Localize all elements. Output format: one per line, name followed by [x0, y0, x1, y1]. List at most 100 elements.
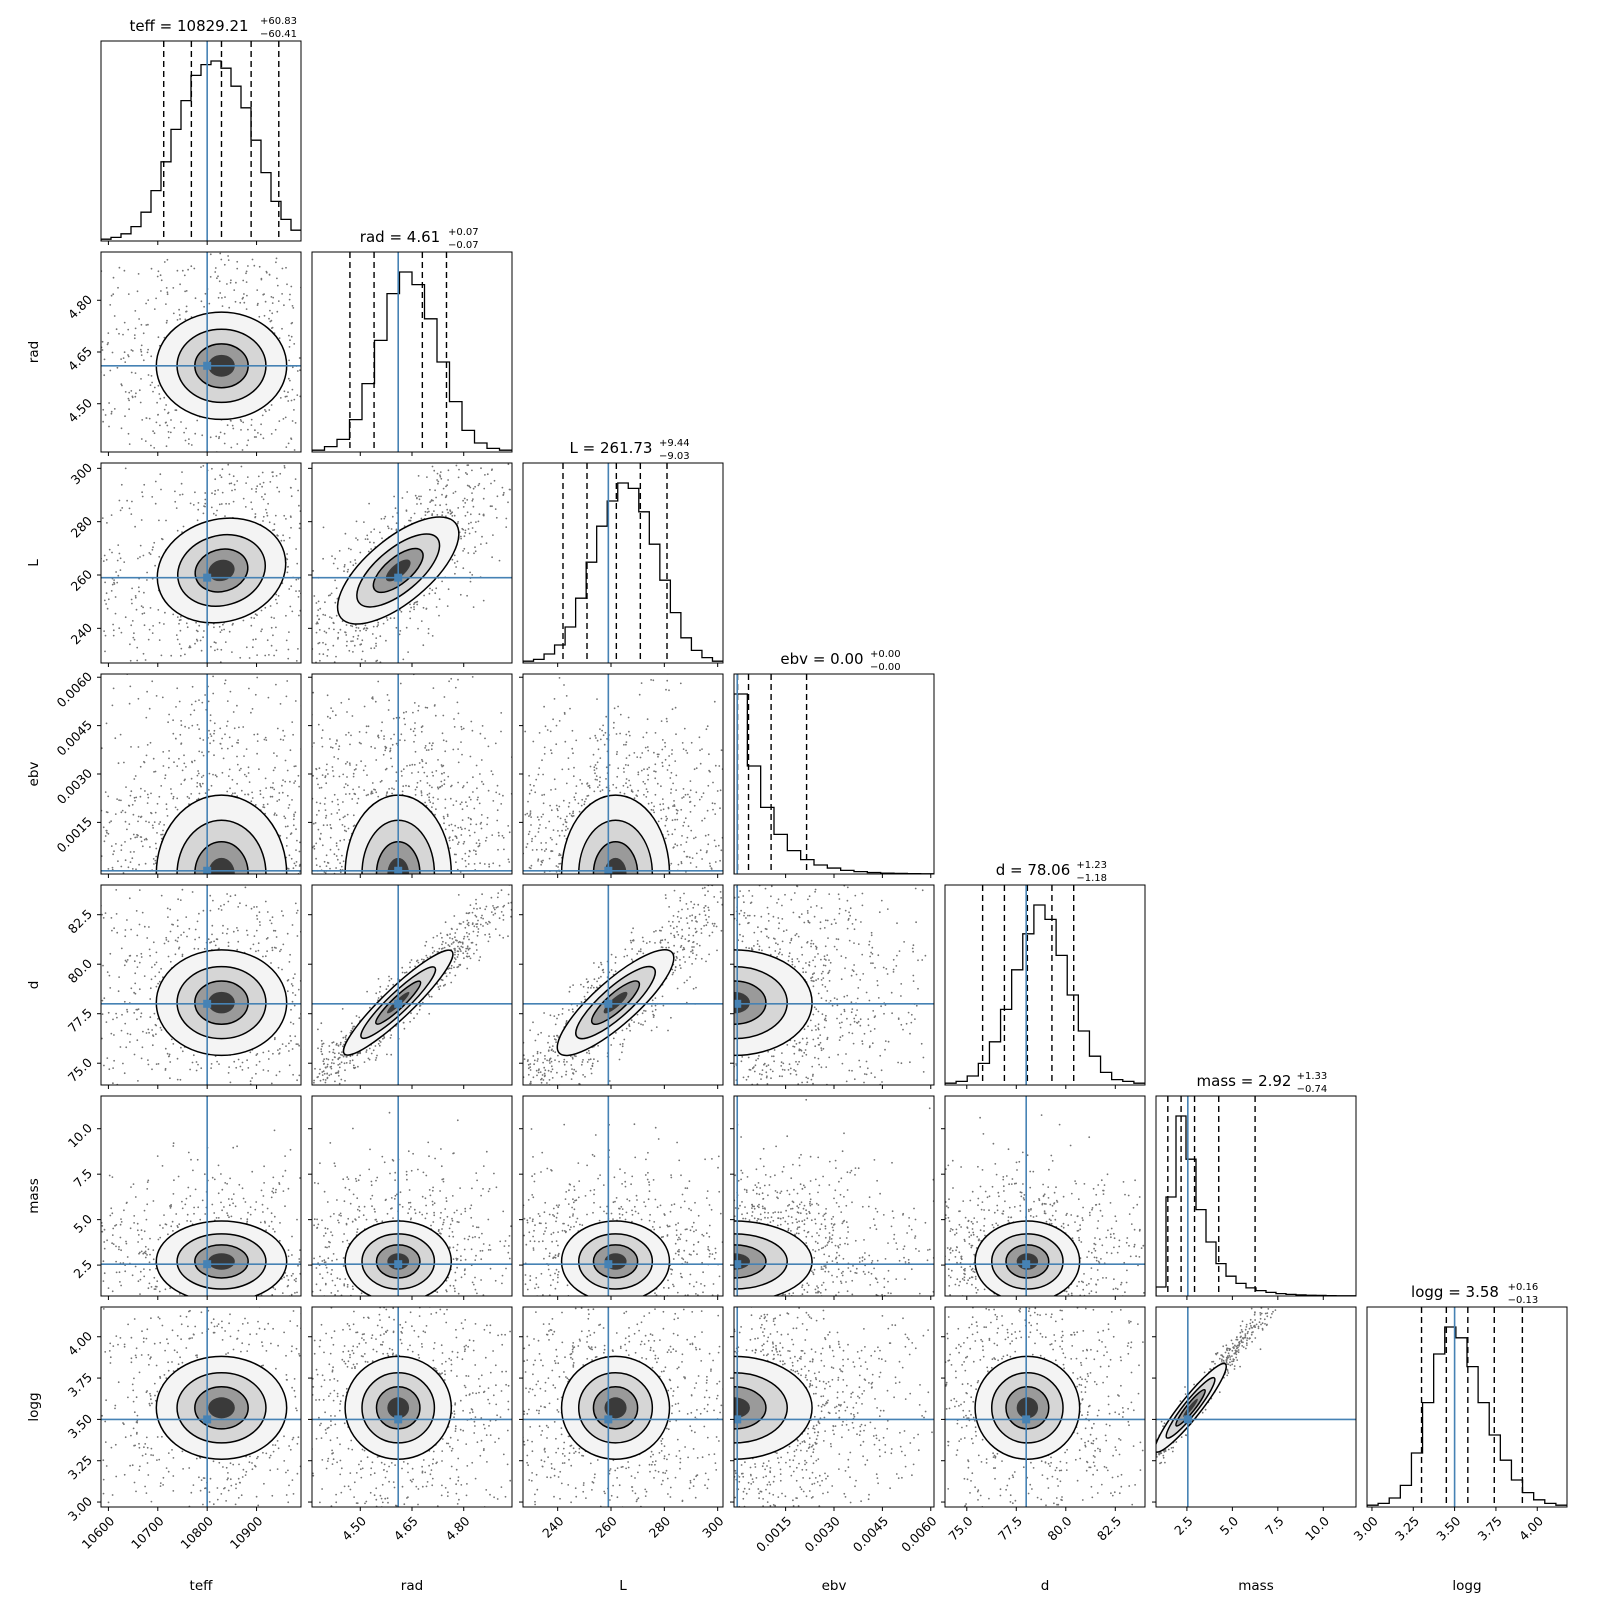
x-tick-label-L: 260: [592, 1513, 620, 1541]
histogram-teff: [101, 60, 301, 241]
histogram-L: [523, 482, 723, 663]
contour-2: [194, 841, 249, 874]
panel-frame: [1366, 1306, 1568, 1508]
y-tick-label-logg: 3.00: [65, 1494, 95, 1524]
contour-2: [592, 841, 639, 874]
contour-1: [990, 1233, 1064, 1290]
x-tick-label-teff: 10900: [227, 1513, 266, 1552]
panel-logg-vs-mass: 2.5 5.0 7.5 10.0: [1152, 1306, 1357, 1544]
y-axis-label-mass: mass: [26, 1178, 42, 1214]
contour-2: [592, 1386, 639, 1430]
panel-rad-vs-rad: rad = 4.61 +0.07 −0.07: [311, 227, 513, 456]
panel-title-L: L = 261.73: [570, 439, 653, 457]
contour-1: [575, 965, 656, 1040]
truth-marker: [203, 1415, 212, 1424]
contour-1: [1165, 1376, 1216, 1439]
y-tick-label-L: 280: [68, 513, 96, 541]
y-tick-label-rad: 4.80: [65, 292, 95, 322]
contour-1: [577, 1233, 654, 1290]
x-tick-label-logg: 3.00: [1351, 1513, 1381, 1543]
panel-title-err-plus-ebv: +0.00: [870, 649, 901, 660]
x-tick-label-d: 82.5: [1094, 1513, 1124, 1543]
panel-frame: [944, 1095, 1146, 1297]
contour-2: [194, 1386, 249, 1430]
histogram-d: [945, 904, 1145, 1085]
panel-mass-vs-d: [941, 1095, 1146, 1300]
x-tick-label-d: 77.5: [995, 1513, 1025, 1543]
panel-L-vs-L: L = 261.73 +9.44 −9.03: [522, 438, 724, 667]
contour-2: [734, 1244, 767, 1279]
contour-2: [375, 980, 422, 1025]
truth-marker: [394, 1260, 403, 1269]
panel-d-vs-ebv: [730, 884, 935, 1089]
y-tick-label-L: 300: [68, 460, 96, 488]
truth-marker: [734, 1260, 742, 1269]
truth-marker: [203, 866, 212, 874]
panel-frame: [100, 40, 302, 242]
truth-marker: [604, 999, 613, 1008]
panel-mass-vs-rad: [308, 1095, 513, 1300]
y-tick-label-ebv: 0.0045: [54, 717, 96, 759]
contour-0: [560, 1355, 671, 1460]
panel-logg-vs-rad: 4.50 4.65 4.80: [308, 1306, 513, 1544]
truth-marker: [203, 573, 212, 582]
panel-d-vs-d: d = 78.06 +1.23 −1.18: [944, 860, 1146, 1089]
y-axis-label-L: L: [26, 559, 42, 567]
x-tick-label-teff: 10600: [79, 1513, 118, 1552]
panel-frame: [1155, 1095, 1357, 1297]
panel-title-d: d = 78.06: [996, 861, 1071, 879]
panel-frame: [944, 1306, 1146, 1508]
panel-title-err-plus-logg: +0.16: [1508, 1282, 1539, 1293]
contour-1: [360, 966, 437, 1040]
x-tick-label-ebv: 0.0030: [801, 1513, 843, 1555]
panel-L-vs-rad: [308, 462, 513, 667]
x-tick-label-d: 80.0: [1044, 1513, 1074, 1543]
contour-2: [734, 980, 767, 1025]
contour-0: [155, 1355, 288, 1460]
panel-frame: [100, 884, 302, 1086]
panel-frame: [522, 1095, 724, 1297]
x-tick-label-ebv: 0.0015: [753, 1513, 795, 1555]
x-tick-label-L: 280: [646, 1513, 674, 1541]
truth-marker: [734, 1415, 742, 1424]
truth-marker: [203, 999, 212, 1008]
x-tick-label-ebv: 0.0060: [898, 1513, 940, 1555]
panel-mass-vs-mass: mass = 2.92 +1.33 −0.74: [1155, 1071, 1357, 1300]
panel-frame: [944, 884, 1146, 1086]
contour-1: [734, 1233, 788, 1290]
contour-0: [734, 949, 813, 1057]
contour-2: [194, 980, 249, 1025]
contour-2: [734, 1386, 767, 1430]
x-tick-label-logg: 3.50: [1433, 1513, 1463, 1543]
panel-teff-vs-teff: teff = 10829.21 +60.83 −60.41: [100, 16, 302, 245]
truth-marker: [604, 1415, 613, 1424]
contour-1: [734, 1372, 788, 1444]
x-tick-label-d: 75.0: [945, 1513, 975, 1543]
contour-1: [577, 1372, 654, 1444]
panel-d-vs-teff: 75.0 77.5 80.0 82.5: [65, 884, 302, 1089]
contour-2: [194, 1244, 249, 1279]
panel-ebv-vs-rad: [308, 673, 513, 878]
panel-frame: [100, 1095, 302, 1297]
contour-1: [990, 1372, 1064, 1444]
x-tick-label-logg: 3.75: [1475, 1513, 1505, 1543]
panel-title-err-minus-L: −9.03: [659, 451, 690, 462]
panel-mass-vs-ebv: [730, 1095, 935, 1300]
contour-0: [342, 949, 454, 1056]
y-tick-label-logg: 3.75: [65, 1370, 95, 1400]
contour-1: [734, 965, 788, 1040]
contour-1: [356, 533, 441, 608]
contour-0: [560, 1220, 671, 1296]
x-tick-label-mass: 5.0: [1217, 1513, 1242, 1538]
y-tick-label-mass: 5.0: [70, 1211, 95, 1236]
y-tick-label-d: 80.0: [65, 956, 95, 986]
contour-2: [1005, 1244, 1050, 1279]
panel-title-teff: teff = 10829.21: [129, 17, 248, 35]
contour-0: [974, 1220, 1081, 1296]
panel-d-vs-L: [519, 884, 724, 1089]
x-tick-label-logg: 3.25: [1392, 1513, 1422, 1543]
x-tick-label-teff: 10700: [128, 1513, 167, 1552]
contour-1: [176, 1233, 267, 1290]
panel-title-rad: rad = 4.61: [360, 228, 440, 246]
